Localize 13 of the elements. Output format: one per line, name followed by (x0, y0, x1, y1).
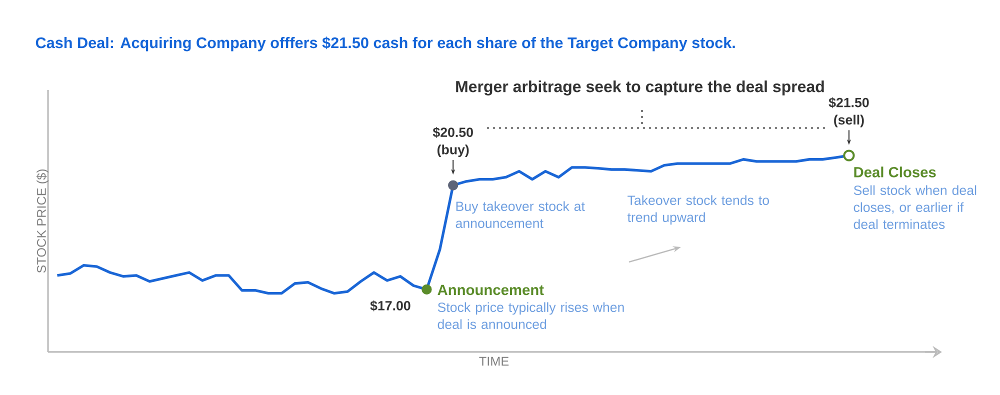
annotation: Announcement (438, 284, 544, 296)
annotation: Buy takeover stock at announcement (456, 201, 585, 228)
annotation: Merger arbitrage seek to capture the deal spread (456, 80, 824, 96)
chart-title: Cash Deal: Acquiring Company offfers $21.50 cash for each share of the Target Company stock. (36, 36, 735, 52)
x-axis-title: TIME (479, 356, 509, 366)
annotation: Deal Closes (854, 166, 936, 178)
data-label: $21.50 (sell) (828, 97, 869, 128)
annotation: Stock price typically rises when deal is announced (438, 302, 624, 330)
data-label: $17.00 (370, 300, 410, 312)
annotation: Takeover stock tends to trend upward (627, 195, 769, 225)
annotation: Sell stock when deal closes, or earlier if deal terminates (854, 185, 976, 230)
y-axis-title: STOCK PRICE ($) (36, 169, 48, 273)
data-label: $20.50 (buy) (432, 126, 473, 157)
